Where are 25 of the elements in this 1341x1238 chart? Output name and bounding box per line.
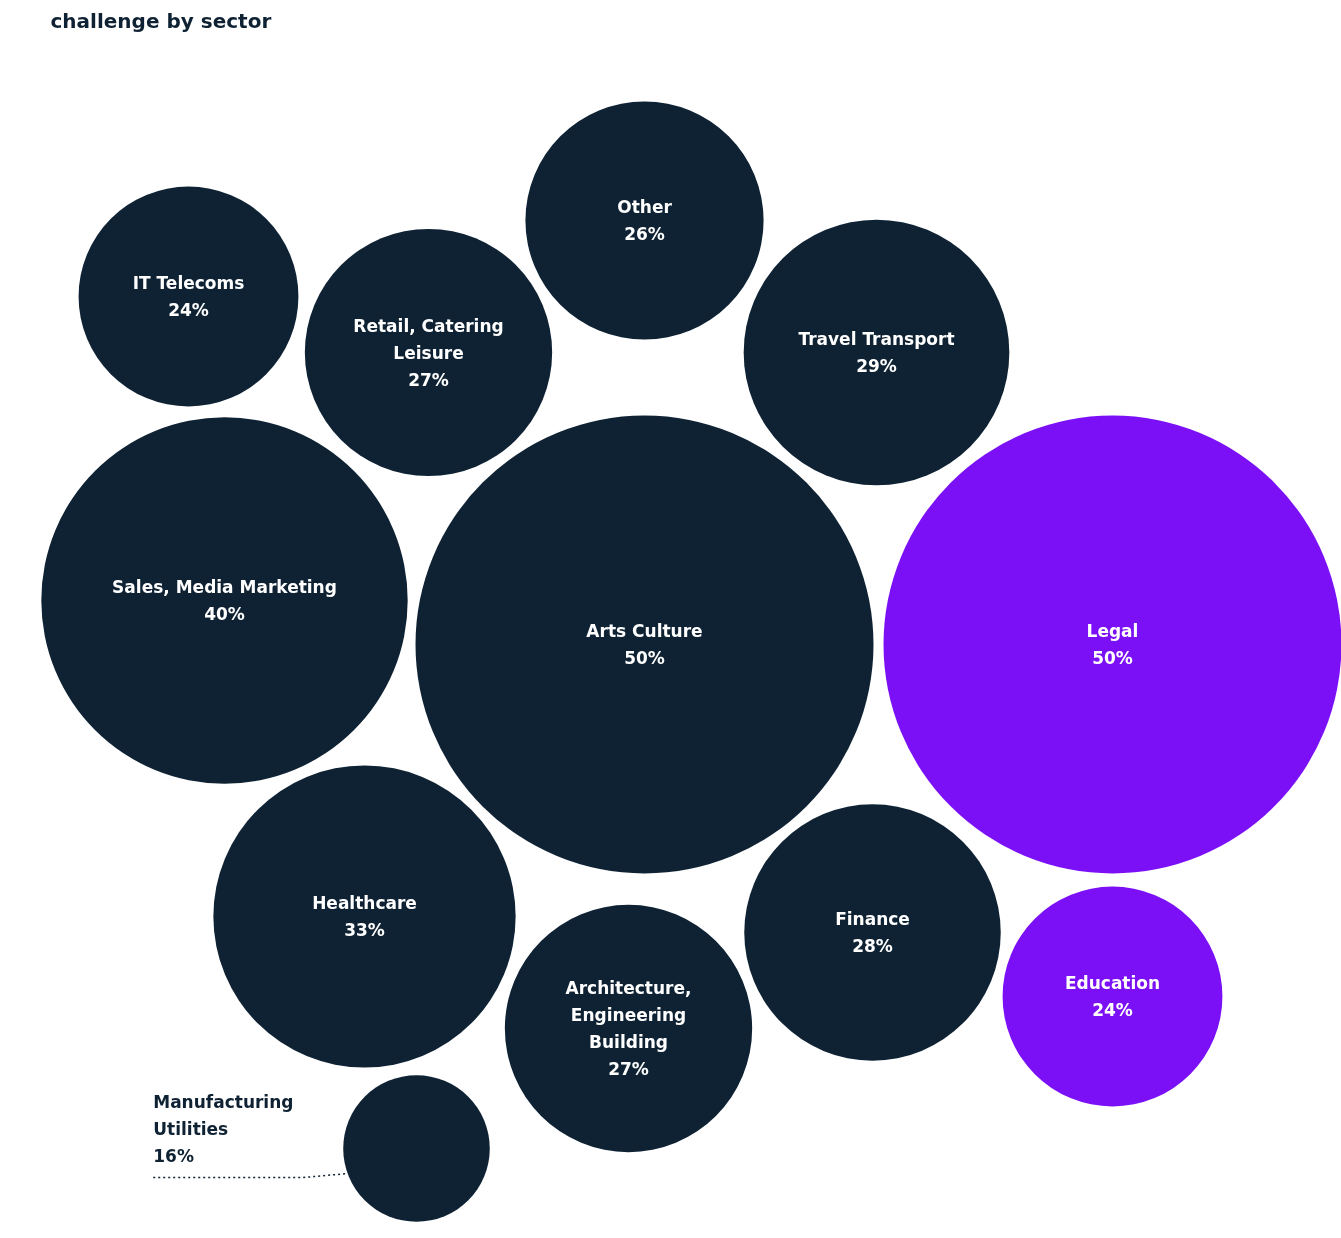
category-label: Legal bbox=[1086, 621, 1139, 641]
data-label: 24% bbox=[168, 300, 209, 320]
category-label: Education bbox=[1064, 973, 1161, 993]
data-label: 26% bbox=[624, 224, 665, 244]
data-label: 50% bbox=[624, 648, 665, 668]
data-label: 40% bbox=[204, 604, 245, 624]
data-label: 33% bbox=[344, 920, 385, 940]
category-label: Finance bbox=[835, 909, 910, 929]
category-label: Healthcare bbox=[312, 893, 417, 913]
category-label: Architecture, Engineering Building bbox=[565, 978, 692, 1052]
text: challenge by sector bbox=[50, 8, 272, 33]
data-label: 24% bbox=[1092, 1000, 1133, 1020]
category-label: Retail, Catering Leisure bbox=[353, 315, 504, 363]
data-label: 50% bbox=[1092, 648, 1133, 668]
category-label: Travel Transport bbox=[798, 329, 955, 349]
data-label: 28% bbox=[852, 936, 893, 956]
category-label: Other bbox=[617, 197, 673, 217]
data-label: 16% bbox=[153, 1145, 194, 1166]
category-label: Manufacturing Utilities bbox=[153, 1091, 294, 1139]
category-label: Sales, Media Marketing bbox=[112, 577, 337, 597]
category-label: IT Telecoms bbox=[132, 273, 245, 293]
category-label: Arts Culture bbox=[586, 621, 703, 641]
data-label: 27% bbox=[608, 1059, 649, 1079]
data-label: 29% bbox=[856, 356, 897, 376]
data-label: 27% bbox=[408, 369, 449, 390]
